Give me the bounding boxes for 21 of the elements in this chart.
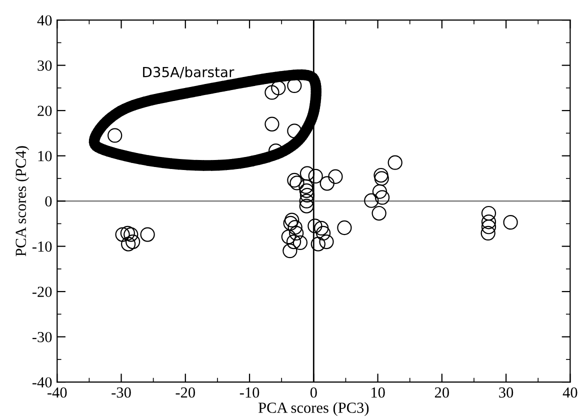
x-tick-label: -10: [240, 387, 260, 398]
y-tick-label: -30: [32, 332, 52, 342]
annotation: D35A/barstar: [143, 66, 234, 78]
x-tick-label: 30: [499, 387, 514, 398]
x-tick-label: 40: [562, 387, 578, 398]
x-axis-title: PCA scores (PC3): [258, 402, 369, 416]
x-tick-label: -40: [48, 387, 67, 398]
y-tick-label: 20: [38, 106, 52, 116]
y-tick-label: -10: [32, 241, 52, 252]
y-tick-label: 40: [37, 15, 52, 26]
x-tick-label: -30: [112, 387, 131, 398]
x-tick-label: 0: [310, 387, 317, 398]
y-tick-label: 10: [38, 150, 52, 162]
x-tick-label: 20: [434, 387, 449, 398]
x-tick-label: 10: [371, 387, 385, 398]
y-axis-title: PCA scores (PC4): [15, 146, 30, 256]
y-tick-label: -40: [32, 377, 52, 388]
y-tick-label: 0: [45, 196, 52, 207]
y-tick-label: -20: [32, 286, 52, 298]
y-tick-label: 30: [38, 60, 52, 71]
x-tick-label: -20: [176, 387, 195, 398]
